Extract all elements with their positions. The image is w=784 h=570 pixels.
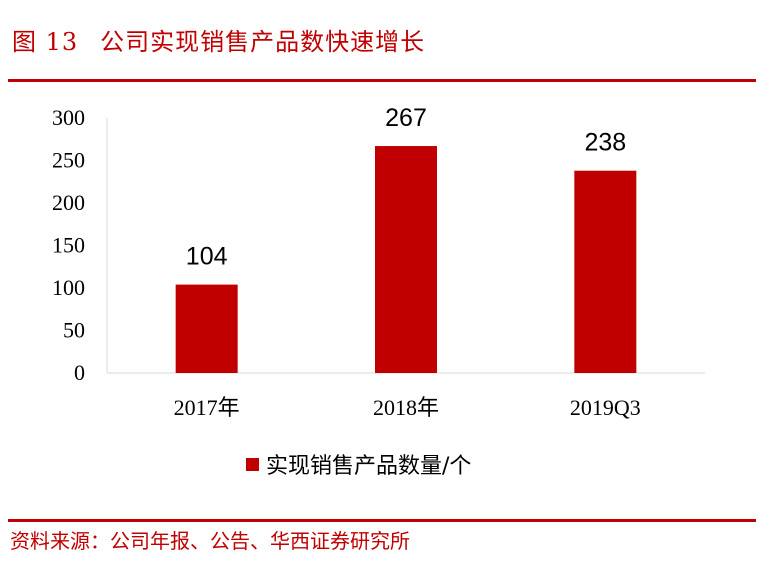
bar-chart: 0 50 100 150 200 250 300 104 2017年 267 2018年 238 201… <box>52 104 705 420</box>
title-divider <box>8 79 756 82</box>
bar-2 <box>574 170 637 373</box>
figure-number: 图 13 <box>12 28 79 56</box>
x-tick-label-2: 2019Q3 <box>570 395 641 420</box>
y-tick-label-6: 300 <box>52 105 85 130</box>
x-tick-label-1: 2018年 <box>373 395 439 420</box>
y-tick-label-1: 50 <box>63 318 85 343</box>
bar-0 <box>175 284 238 373</box>
legend-label: 实现销售产品数量/个 <box>266 454 472 479</box>
legend-swatch <box>246 457 259 471</box>
chart-title: 公司实现销售产品数快速增长 <box>100 28 426 56</box>
data-label-0: 104 <box>186 243 228 271</box>
data-label-2: 238 <box>584 129 626 157</box>
data-label-1: 267 <box>385 104 427 132</box>
x-tick-label-0: 2017年 <box>174 395 240 420</box>
y-tick-label-3: 150 <box>52 233 85 258</box>
bar-1 <box>375 146 437 373</box>
figure-title: 图 13 公司实现销售产品数快速增长 <box>12 22 425 62</box>
chart-legend: 实现销售产品数量/个 <box>246 448 471 480</box>
y-tick-label-0: 0 <box>74 360 85 385</box>
footer-divider <box>8 519 756 522</box>
source-note: 资料来源：公司年报、公告、华西证券研究所 <box>10 529 410 553</box>
y-tick-label-4: 200 <box>52 190 85 215</box>
y-tick-label-2: 100 <box>52 275 85 300</box>
y-tick-label-5: 250 <box>52 148 85 173</box>
